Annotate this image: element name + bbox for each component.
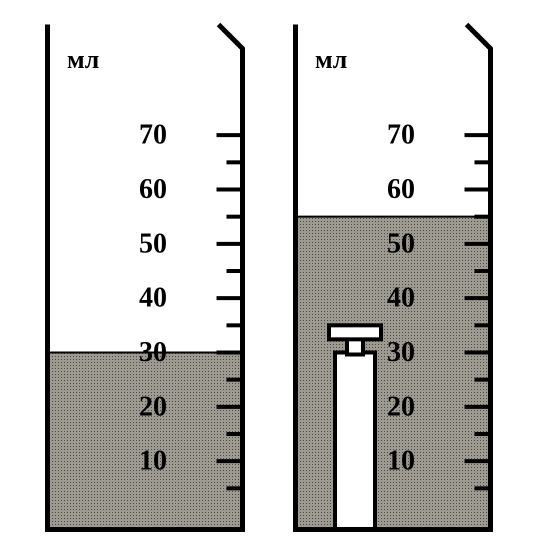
- beaker-wrap-1: 10 20 30 40 50 60 70 мл: [293, 22, 493, 532]
- tick-label-60: 60: [387, 174, 415, 205]
- tick-label-30: 30: [387, 337, 415, 368]
- unit-label: мл: [315, 45, 347, 74]
- beaker-1: 10 20 30 40 50 60 70 мл: [293, 22, 493, 532]
- tick-label-60: 60: [139, 174, 167, 205]
- liquid-fill: [296, 217, 491, 530]
- submerged-object-body: [335, 353, 375, 530]
- tick-label-20: 20: [387, 391, 415, 422]
- tick-label-10: 10: [387, 446, 415, 477]
- submerged-object-cap: [329, 325, 381, 339]
- tick-label-30: 30: [139, 337, 167, 368]
- tick-label-40: 40: [139, 283, 167, 314]
- tick-label-10: 10: [139, 446, 167, 477]
- tick-label-70: 70: [139, 120, 167, 151]
- tick-label-20: 20: [139, 391, 167, 422]
- beaker-0: 10 20 30 40 50 60 70 мл: [45, 22, 245, 532]
- tick-label-70: 70: [387, 120, 415, 151]
- liquid-fill: [48, 353, 243, 530]
- tick-label-40: 40: [387, 283, 415, 314]
- tick-label-50: 50: [139, 228, 167, 259]
- tick-label-50: 50: [387, 228, 415, 259]
- unit-label: мл: [67, 45, 99, 74]
- beaker-wrap-0: 10 20 30 40 50 60 70 мл: [45, 22, 245, 532]
